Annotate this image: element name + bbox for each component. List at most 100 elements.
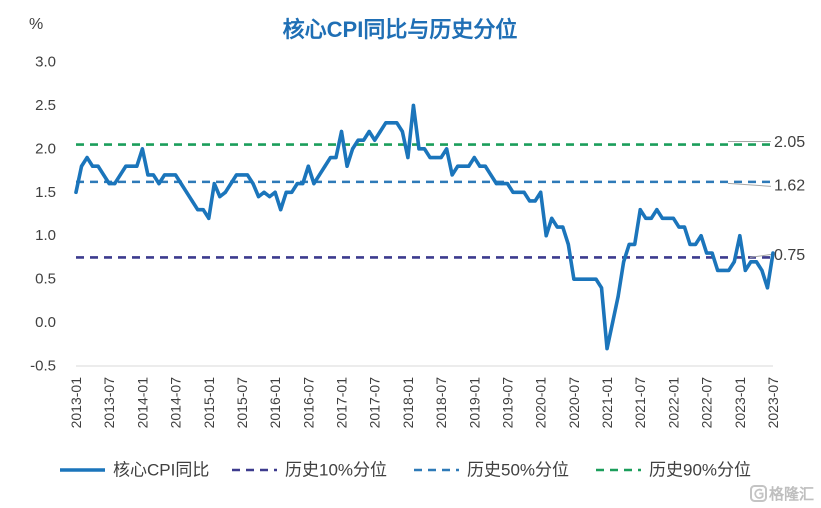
x-tick-label: 2015-01 (201, 377, 217, 429)
data-point (638, 208, 642, 212)
data-point (151, 173, 156, 177)
data-point (417, 147, 421, 151)
x-tick-label: 2016-07 (300, 377, 316, 429)
y-tick-label: 0.0 (35, 314, 56, 331)
data-point (516, 190, 521, 194)
data-point (395, 121, 399, 125)
x-tick-label: 2013-07 (101, 377, 117, 429)
data-point (185, 190, 189, 194)
data-point (234, 173, 239, 177)
legend-item: 历史10%分位 (232, 461, 387, 480)
data-label-leader (749, 253, 772, 258)
data-point (666, 216, 670, 220)
data-point (478, 164, 482, 168)
data-point (129, 164, 133, 168)
data-point (472, 155, 476, 160)
data-point (644, 216, 648, 220)
data-point (605, 347, 609, 351)
data-point (411, 103, 416, 108)
data-point (168, 173, 172, 177)
data-point (190, 199, 194, 203)
data-point (599, 286, 604, 290)
data-label-leader (727, 182, 772, 187)
data-point (279, 208, 283, 212)
x-tick-label: 2022-01 (665, 377, 681, 429)
data-point (511, 190, 515, 194)
data-point (229, 182, 233, 186)
data-point (362, 138, 366, 142)
data-point (124, 164, 128, 168)
legend: 核心CPI同比 历史10%分位 历史50%分位 历史90%分位 (60, 461, 751, 480)
data-point (677, 225, 681, 229)
data-point (339, 129, 344, 134)
reference-value-label: 0.75 (774, 247, 805, 264)
data-point (146, 173, 150, 177)
data-point (400, 129, 404, 134)
reference-value-label: 1.62 (774, 177, 805, 194)
x-tick-label: 2020-01 (533, 377, 549, 429)
data-point (456, 164, 460, 168)
x-tick-label: 2021-07 (632, 377, 648, 429)
data-point (317, 173, 321, 177)
data-point (727, 268, 731, 273)
data-point (489, 173, 493, 177)
data-point (422, 147, 427, 151)
data-point (334, 155, 338, 160)
data-point (373, 138, 377, 142)
data-point (594, 277, 598, 281)
x-axis: 2013-01 2013-07 2014-01 2014-07 2015-01 2015-… (68, 377, 781, 429)
x-tick-label: 2014-07 (168, 377, 184, 429)
data-point (295, 182, 299, 186)
data-point (439, 155, 443, 160)
data-point (74, 190, 78, 194)
data-point (483, 164, 487, 168)
data-point (467, 164, 471, 168)
data-point (445, 147, 449, 151)
data-point (671, 216, 676, 220)
data-point (716, 268, 720, 273)
y-tick-label: 2.0 (35, 140, 56, 157)
data-point (500, 182, 504, 186)
data-point (710, 251, 714, 255)
data-point (505, 182, 510, 186)
x-tick-label: 2016-01 (267, 377, 283, 429)
data-point (450, 173, 454, 177)
data-point (754, 260, 759, 264)
data-point (262, 190, 266, 194)
data-point (494, 182, 499, 186)
data-point (743, 268, 747, 273)
legend-label: 历史90%分位 (649, 461, 751, 480)
legend-item: 历史50%分位 (414, 461, 569, 480)
data-point (223, 190, 227, 194)
data-point (633, 242, 637, 246)
data-point (771, 251, 775, 255)
data-point (749, 260, 753, 264)
data-point (555, 225, 559, 229)
reference-lines (76, 143, 773, 259)
watermark-logo-icon (750, 485, 767, 502)
data-point (406, 155, 410, 160)
data-point (173, 173, 178, 177)
legend-label: 核心CPI同比 (113, 461, 209, 480)
data-point (693, 242, 698, 246)
data-point (622, 260, 626, 264)
x-tick-label: 2017-07 (367, 377, 383, 429)
data-point (655, 208, 659, 212)
data-point (268, 195, 272, 199)
data-point (301, 182, 305, 186)
legend-item: 历史90%分位 (596, 461, 751, 480)
data-point (760, 268, 764, 273)
data-point (312, 182, 316, 186)
data-point (284, 190, 288, 194)
data-point (660, 216, 664, 220)
x-tick-label: 2020-07 (566, 377, 582, 429)
data-point (118, 173, 122, 177)
x-tick-label: 2018-01 (400, 377, 416, 429)
data-point (179, 182, 183, 186)
reference-labels: 0.75 1.62 2.05 (727, 134, 805, 264)
data-point (113, 182, 117, 186)
data-point (240, 173, 244, 177)
x-tick-label: 2013-01 (68, 377, 84, 429)
y-axis: 3.0 2.5 2.0 1.5 1.0 0.5 0.0 -0.5 (30, 54, 56, 375)
